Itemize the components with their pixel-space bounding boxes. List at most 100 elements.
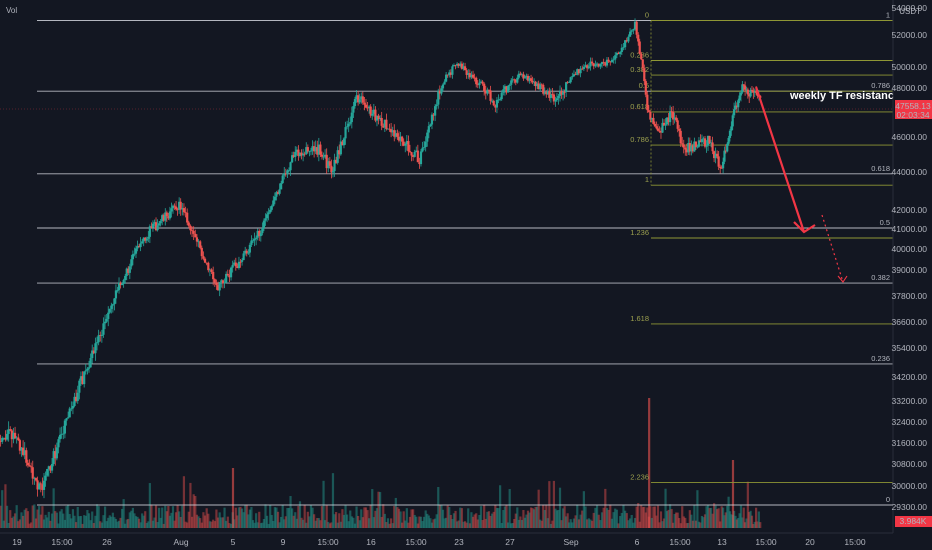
candle-body xyxy=(267,212,270,215)
volume-bar xyxy=(475,513,478,528)
volume-bar xyxy=(178,511,181,528)
candle-body xyxy=(233,262,236,265)
volume-bar xyxy=(612,512,615,528)
volume-bar xyxy=(102,515,105,528)
volume-bar xyxy=(186,522,189,528)
volume-bar xyxy=(649,506,652,528)
candle-body xyxy=(495,99,499,108)
candle-body xyxy=(328,161,331,166)
volume-bar xyxy=(50,513,54,528)
volume-bar xyxy=(520,519,523,528)
candle-body xyxy=(702,138,705,140)
volume-bar xyxy=(452,513,456,528)
volume-bar xyxy=(44,514,47,528)
time-tick-label: 9 xyxy=(281,537,286,547)
volume-bar xyxy=(26,511,30,528)
candle-body xyxy=(284,173,287,175)
volume-bar xyxy=(476,519,479,528)
volume-bar xyxy=(489,515,492,528)
candle-body xyxy=(612,59,615,61)
volume-bar xyxy=(609,504,612,528)
volume-bar xyxy=(237,507,241,528)
volume-bar xyxy=(589,519,592,528)
candle-body xyxy=(546,90,549,95)
volume-bar xyxy=(360,509,363,528)
candle-body xyxy=(297,149,300,156)
volume-bar xyxy=(308,516,311,528)
candle-body xyxy=(668,111,672,123)
candle-body xyxy=(752,90,755,93)
volume-bar xyxy=(197,516,200,528)
volume-bar xyxy=(463,521,467,528)
candle-body xyxy=(49,466,52,471)
candle-body xyxy=(186,212,189,223)
volume-bar xyxy=(399,511,402,528)
volume-bar xyxy=(207,513,210,528)
candle-body xyxy=(199,241,202,248)
candle-body xyxy=(487,89,491,91)
volume-bar xyxy=(164,505,167,528)
candle-body xyxy=(28,465,31,467)
volume-bar xyxy=(473,514,476,528)
volume-bar xyxy=(434,518,437,528)
candle-body xyxy=(696,146,699,148)
volume-bar xyxy=(39,514,42,528)
candle-body xyxy=(652,117,655,124)
candle-body xyxy=(709,142,713,144)
candle-body xyxy=(528,78,531,81)
candle-body xyxy=(451,66,454,75)
volume-bar xyxy=(75,522,78,528)
volume-bar xyxy=(65,506,68,528)
volume-bar xyxy=(534,506,537,528)
candle-body xyxy=(711,142,714,152)
volume-bar xyxy=(215,509,218,528)
volume-bar xyxy=(517,519,520,528)
volume-bar xyxy=(20,512,23,528)
volume-bar xyxy=(286,507,289,528)
candle-body xyxy=(494,105,497,108)
volume-bar xyxy=(264,504,267,528)
volume-bar xyxy=(142,515,145,528)
candle-body xyxy=(393,130,396,137)
fib-small-label: 1.236 xyxy=(630,228,649,237)
volume-bar xyxy=(330,522,333,528)
candle-body xyxy=(168,211,171,219)
candle-body xyxy=(503,86,506,90)
candle-body xyxy=(586,65,589,69)
volume-bar xyxy=(565,516,568,528)
candle-body xyxy=(283,173,286,176)
candle-body xyxy=(500,92,503,100)
volume-bar xyxy=(379,492,382,528)
volume-bar xyxy=(41,506,44,528)
volume-bar xyxy=(630,515,633,528)
candle-body xyxy=(181,208,184,210)
volume-bar xyxy=(432,519,435,528)
candle-body xyxy=(390,129,393,133)
candle-body xyxy=(470,74,473,78)
candle-body xyxy=(615,52,618,56)
candle-body xyxy=(190,230,194,232)
candle-body xyxy=(33,478,36,479)
candle-body xyxy=(468,73,471,78)
volume-bar xyxy=(52,488,55,528)
candle-body xyxy=(259,233,262,237)
volume-bar xyxy=(216,517,220,528)
volume-bar xyxy=(67,504,70,528)
volume-bar xyxy=(195,514,199,528)
candle-body xyxy=(65,418,68,421)
candle-body xyxy=(714,153,717,159)
volume-bar xyxy=(435,514,438,528)
volume-bar xyxy=(375,508,379,528)
candle-body xyxy=(565,82,568,93)
candle-body xyxy=(483,83,486,92)
volume-bar xyxy=(492,511,495,528)
candle-body xyxy=(690,145,693,152)
volume-bar xyxy=(335,512,338,528)
volume-bar xyxy=(121,508,124,528)
candle-body xyxy=(577,69,581,74)
fib-small-label: 1 xyxy=(645,175,649,184)
candle-body xyxy=(421,147,424,152)
volume-bar xyxy=(592,512,595,528)
volume-bar xyxy=(600,512,604,528)
candle-body xyxy=(545,92,548,95)
